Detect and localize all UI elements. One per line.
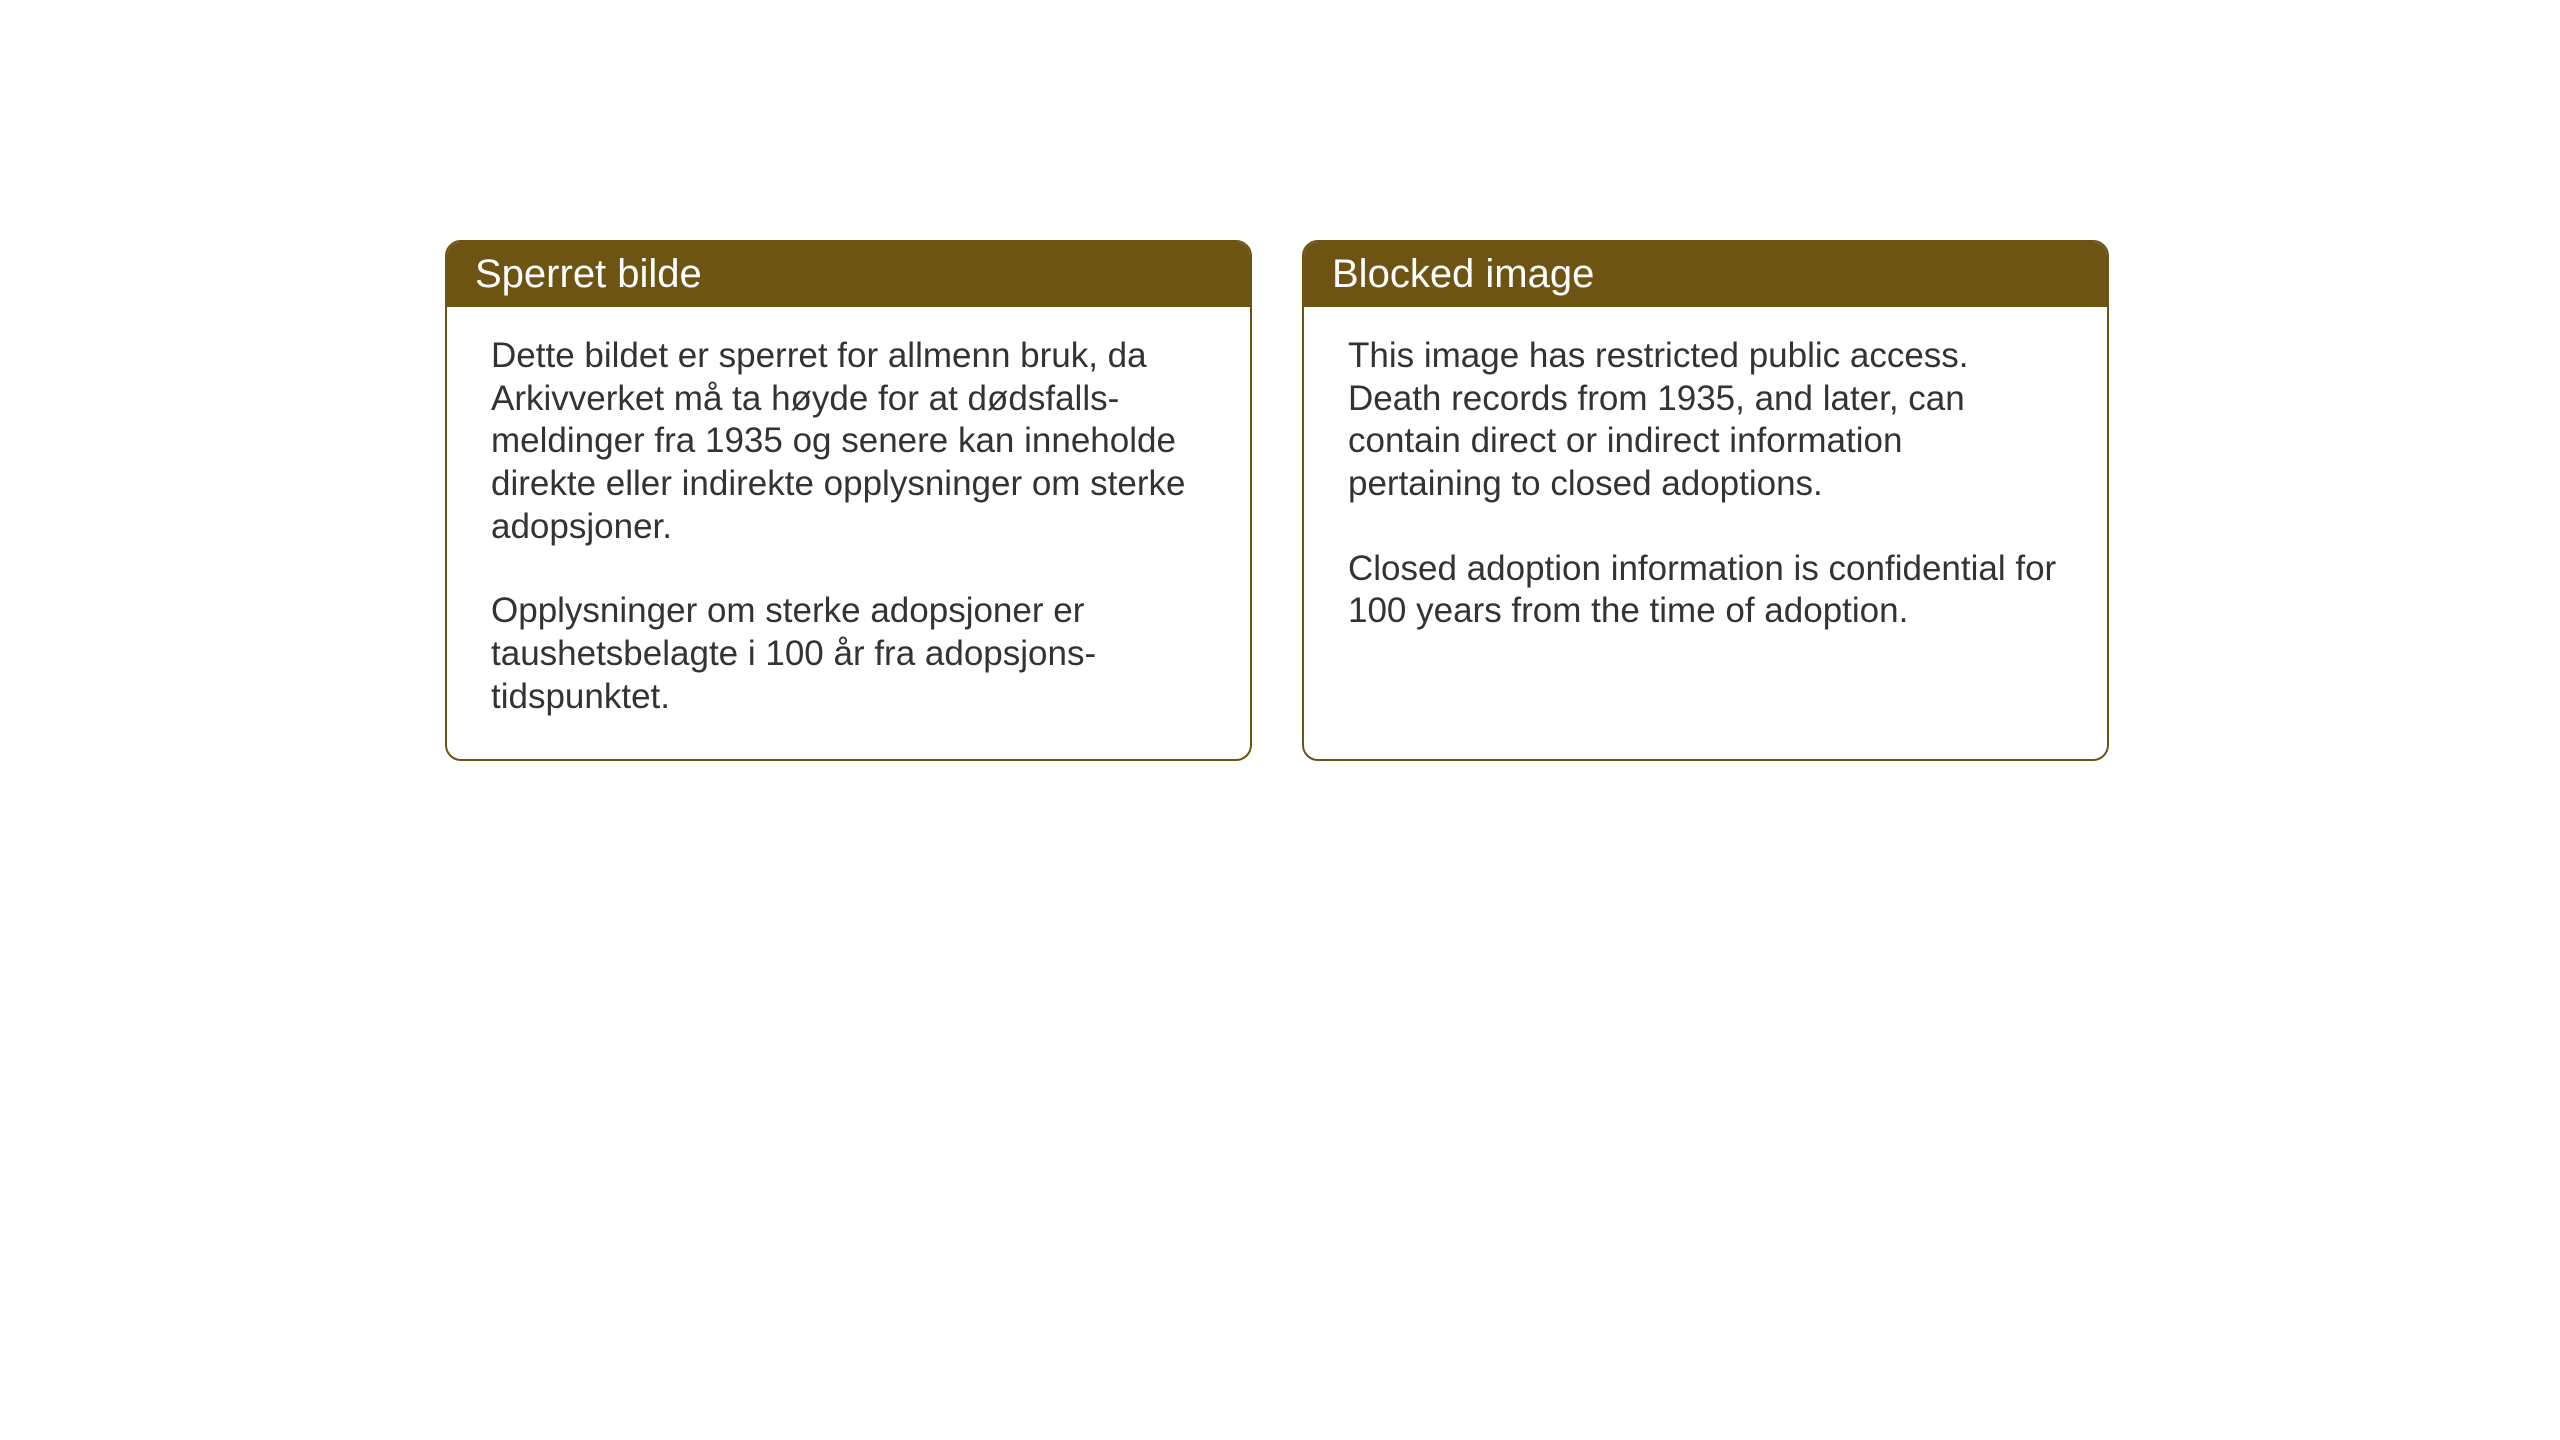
card-body-english: This image has restricted public access.… [1304, 307, 2107, 673]
card-paragraph-english-2: Closed adoption information is confident… [1348, 548, 2063, 633]
card-header-english: Blocked image [1304, 242, 2107, 307]
card-paragraph-norwegian-1: Dette bildet er sperret for allmenn bruk… [491, 335, 1206, 548]
card-paragraph-english-1: This image has restricted public access.… [1348, 335, 2063, 506]
card-header-norwegian: Sperret bilde [447, 242, 1250, 307]
card-title-english: Blocked image [1332, 252, 1594, 296]
card-norwegian: Sperret bilde Dette bildet er sperret fo… [445, 240, 1252, 761]
card-title-norwegian: Sperret bilde [475, 252, 702, 296]
cards-container: Sperret bilde Dette bildet er sperret fo… [445, 240, 2560, 761]
card-paragraph-norwegian-2: Opplysninger om sterke adopsjoner er tau… [491, 590, 1206, 718]
card-body-norwegian: Dette bildet er sperret for allmenn bruk… [447, 307, 1250, 759]
card-english: Blocked image This image has restricted … [1302, 240, 2109, 761]
